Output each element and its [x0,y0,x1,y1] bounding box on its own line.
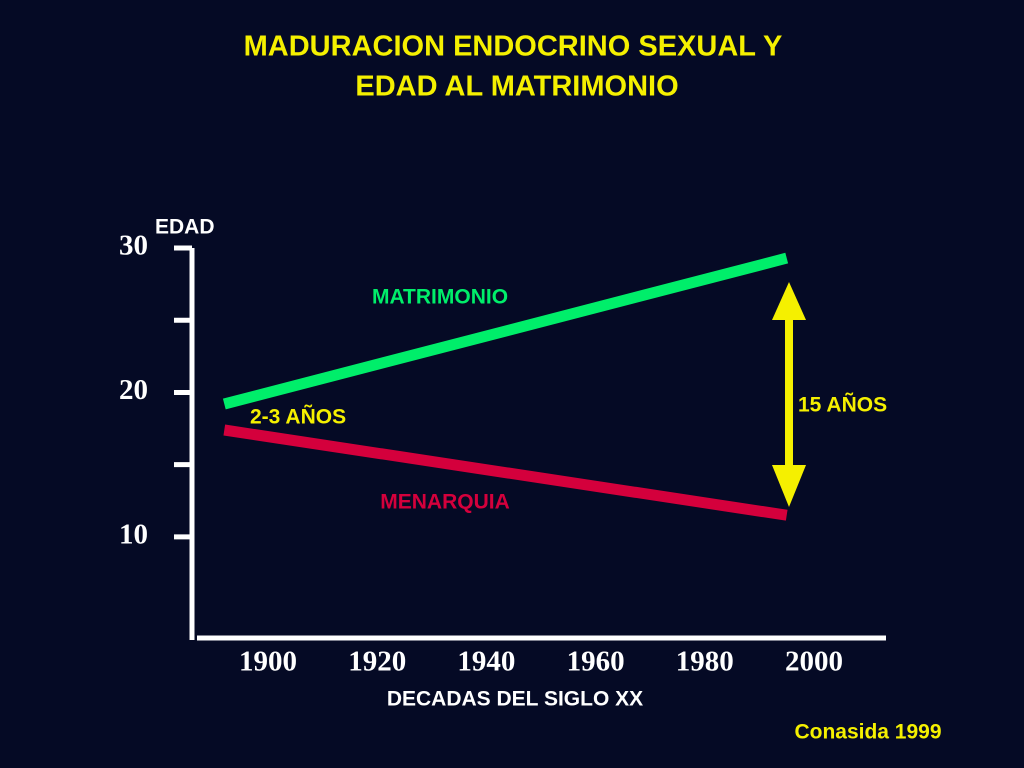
chart-title: MADURACION ENDOCRINO SEXUAL Y [244,31,783,63]
annotation: 15 AÑOS [798,394,887,417]
y-tick-label: 20 [119,374,148,406]
y-axis-label: EDAD [155,216,215,239]
y-tick-label: 10 [119,519,148,551]
chart-title: EDAD AL MATRIMONIO [355,71,678,103]
series-label: MENARQUIA [380,491,510,514]
x-axis-label: DECADAS DEL SIGLO XX [387,688,643,711]
source: Conasida 1999 [794,721,941,744]
x-tick-label: 1960 [567,646,625,678]
x-tick-label: 2000 [785,646,843,678]
series-label: MATRIMONIO [372,286,508,309]
annotation: 2-3 AÑOS [250,406,346,429]
y-tick-label: 30 [119,230,148,262]
x-tick-label: 1920 [348,646,406,678]
x-tick-label: 1980 [676,646,734,678]
span-arrow [772,282,806,507]
x-tick-label: 1900 [239,646,297,678]
x-tick-label: 1940 [457,646,515,678]
series-line [223,424,788,521]
series-line [222,252,789,410]
